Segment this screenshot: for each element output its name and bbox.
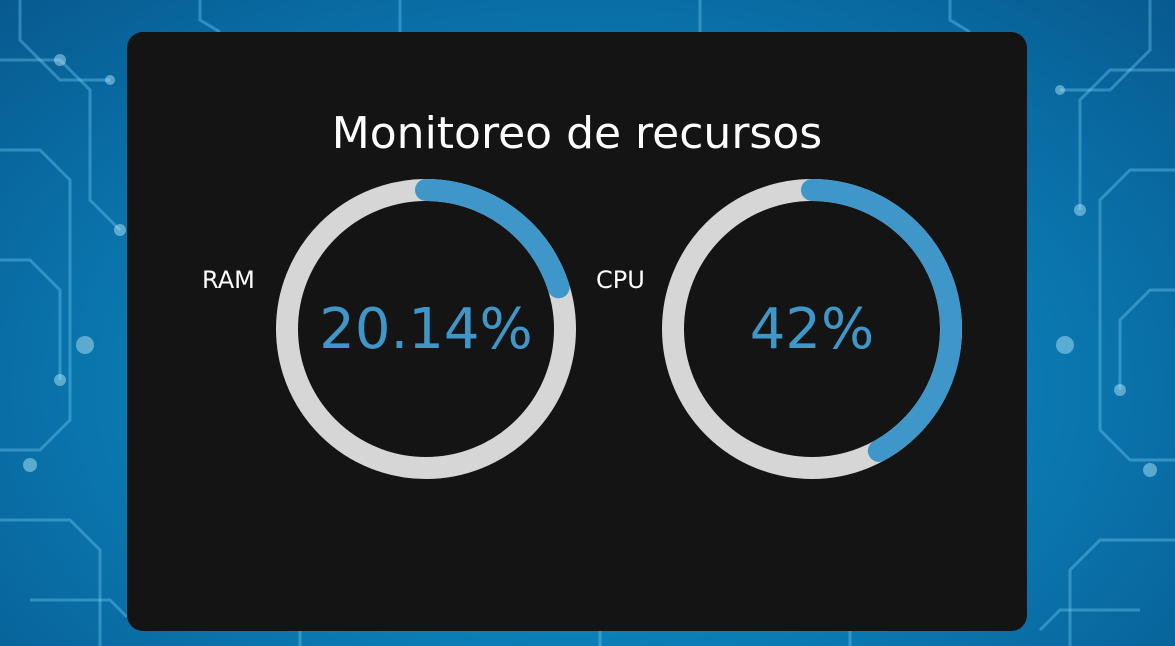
cpu-gauge: 42% (662, 179, 962, 479)
ram-gauge-progress (276, 179, 576, 479)
ram-gauge: 20.14% (276, 179, 576, 479)
ram-label: RAM (202, 266, 255, 294)
page-title: Monitoreo de recursos (331, 108, 823, 159)
cpu-value: 42% (749, 296, 875, 362)
ram-value: 20.14% (319, 296, 533, 362)
cpu-label: CPU (596, 266, 645, 294)
cpu-gauge-progress (662, 179, 962, 479)
